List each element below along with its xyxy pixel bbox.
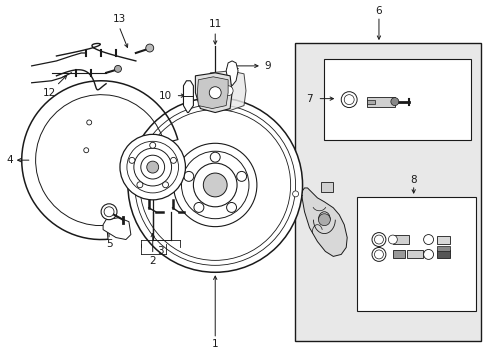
Bar [324, 59, 470, 140]
Circle shape [162, 182, 168, 188]
Circle shape [173, 143, 256, 227]
Circle shape [371, 233, 385, 247]
Circle shape [127, 141, 178, 193]
Circle shape [141, 155, 164, 179]
Circle shape [137, 182, 142, 188]
Circle shape [193, 163, 237, 207]
Circle shape [120, 134, 185, 200]
Bar [436, 235, 449, 243]
Circle shape [423, 235, 433, 244]
Text: 2: 2 [149, 256, 156, 266]
Polygon shape [301, 188, 346, 256]
Circle shape [209, 87, 221, 99]
Bar [366, 100, 374, 104]
Circle shape [374, 235, 383, 244]
Text: 5: 5 [105, 239, 112, 249]
Circle shape [140, 109, 290, 260]
Circle shape [318, 214, 330, 226]
Circle shape [390, 98, 398, 105]
Circle shape [101, 204, 117, 220]
Circle shape [194, 202, 203, 212]
Bar [392, 251, 404, 258]
Bar [406, 251, 422, 258]
Circle shape [86, 120, 92, 125]
Polygon shape [210, 71, 245, 111]
Circle shape [387, 235, 396, 244]
Circle shape [203, 173, 226, 197]
Circle shape [104, 207, 114, 217]
Circle shape [226, 202, 236, 212]
Text: 7: 7 [305, 94, 312, 104]
Text: 6: 6 [375, 6, 382, 16]
Text: 13: 13 [112, 14, 125, 24]
Circle shape [146, 161, 158, 173]
Text: 1: 1 [211, 339, 218, 349]
Circle shape [134, 148, 171, 186]
Circle shape [210, 152, 220, 162]
Text: 9: 9 [264, 61, 270, 71]
Circle shape [374, 250, 383, 259]
Text: 10: 10 [159, 91, 172, 101]
Bar [356, 197, 475, 311]
Circle shape [114, 66, 121, 72]
Circle shape [149, 142, 155, 148]
Circle shape [129, 157, 135, 163]
Bar [294, 43, 480, 341]
Text: 11: 11 [208, 19, 222, 29]
Circle shape [135, 105, 295, 265]
Circle shape [236, 171, 246, 181]
Circle shape [423, 249, 433, 260]
Circle shape [183, 171, 193, 181]
Circle shape [341, 92, 356, 108]
Circle shape [145, 44, 153, 52]
Text: 4: 4 [6, 155, 13, 165]
Bar [436, 247, 449, 251]
Polygon shape [195, 73, 232, 113]
Polygon shape [225, 61, 238, 86]
Polygon shape [183, 81, 193, 113]
Polygon shape [103, 218, 131, 239]
Circle shape [83, 148, 88, 153]
Text: 12: 12 [43, 88, 56, 98]
Circle shape [223, 86, 233, 96]
Circle shape [128, 98, 302, 272]
Bar [321, 182, 333, 192]
Text: 8: 8 [409, 175, 416, 185]
Bar [392, 235, 408, 243]
Bar [366, 96, 394, 107]
Circle shape [181, 151, 248, 219]
Circle shape [371, 247, 385, 261]
Text: 3: 3 [157, 247, 163, 256]
Bar [436, 251, 449, 258]
Circle shape [344, 95, 353, 105]
Polygon shape [197, 77, 228, 109]
Circle shape [292, 191, 298, 197]
Circle shape [170, 157, 176, 163]
